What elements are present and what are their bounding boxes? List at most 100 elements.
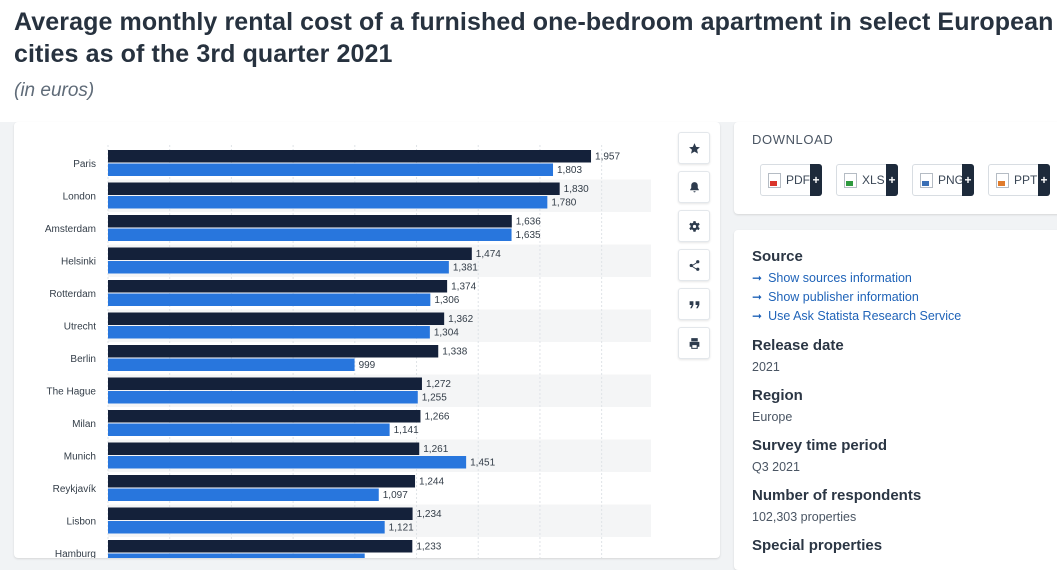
- download-ppt-button[interactable]: PPT +: [988, 164, 1050, 196]
- value-label: 1,381: [453, 263, 478, 274]
- plus-icon: +: [886, 164, 898, 196]
- release-date-value: 2021: [752, 360, 780, 374]
- value-label: 1,233: [416, 542, 441, 553]
- category-label: Paris: [73, 159, 96, 170]
- bar: [108, 163, 554, 176]
- bar: [108, 150, 592, 163]
- bar-chart: Paris 1,957 1,803 London 1,830 1,780 Amsterdam…: [45, 145, 651, 558]
- download-png-button[interactable]: PNG +: [912, 164, 974, 196]
- value-label: 1,957: [595, 152, 620, 163]
- value-label: 1,272: [426, 379, 451, 390]
- category-label: Berlin: [70, 354, 96, 365]
- bar: [108, 521, 385, 534]
- bar: [108, 507, 413, 520]
- value-label: 1,830: [564, 184, 589, 195]
- download-png-label: PNG: [938, 173, 965, 187]
- bar: [108, 196, 548, 209]
- statistic-info-panel: Source ➞ Show sources information ➞ Show p…: [734, 230, 1057, 570]
- show-sources-link[interactable]: ➞ Show sources information: [752, 271, 912, 285]
- page-subtitle: (in euros): [14, 80, 95, 101]
- category-label: Hamburg: [55, 549, 96, 558]
- bar: [108, 247, 472, 260]
- bar: [108, 475, 416, 488]
- region-value: Europe: [752, 410, 793, 424]
- share-button[interactable]: [678, 249, 710, 281]
- star-icon: [688, 142, 700, 154]
- category-label: Helsinki: [61, 256, 96, 267]
- respondents-value: 102,303 properties: [752, 510, 857, 524]
- value-label: 1,121: [389, 523, 414, 534]
- bar: [108, 410, 421, 423]
- bar: [108, 456, 467, 469]
- cite-button[interactable]: [678, 288, 710, 320]
- category-label: Rotterdam: [49, 289, 96, 300]
- quote-icon: [689, 300, 699, 308]
- bar: [108, 261, 449, 274]
- category-label: London: [63, 191, 96, 202]
- bar: [108, 423, 390, 436]
- special-properties-heading: Special properties: [752, 537, 883, 554]
- bar: [108, 358, 355, 371]
- bar: [108, 293, 431, 306]
- xls-file-icon: [844, 172, 857, 188]
- printer-icon: [689, 337, 699, 349]
- value-label: 1,261: [423, 444, 448, 455]
- pdf-file-icon: [768, 172, 781, 188]
- bar: [108, 312, 445, 325]
- value-label: 1,255: [422, 393, 447, 404]
- category-label: Munich: [64, 451, 96, 462]
- bar: [108, 540, 413, 553]
- download-pdf-button[interactable]: PDF +: [760, 164, 822, 196]
- bar: [108, 326, 430, 339]
- bar: [108, 488, 379, 501]
- category-label: Lisbon: [67, 516, 96, 527]
- bar: [108, 442, 420, 455]
- bell-icon: [689, 181, 699, 192]
- download-xls-button[interactable]: XLS +: [836, 164, 898, 196]
- download-xls-label: XLS: [862, 173, 885, 187]
- gear-icon: [688, 220, 700, 232]
- value-label: 1,474: [476, 249, 501, 260]
- value-label: 1,266: [424, 412, 449, 423]
- value-label: 1,803: [557, 165, 582, 176]
- arrow-right-icon: ➞: [752, 271, 763, 285]
- category-label: Amsterdam: [45, 224, 96, 235]
- notification-button[interactable]: [678, 171, 710, 203]
- value-label: 1,780: [551, 198, 576, 209]
- bar: [108, 345, 439, 358]
- chart-card: Paris 1,957 1,803 London 1,830 1,780 Amsterdam…: [14, 122, 720, 558]
- release-date-heading: Release date: [752, 337, 844, 354]
- value-label: 1,304: [434, 328, 459, 339]
- category-label: Utrecht: [64, 321, 96, 332]
- value-label: 1,374: [451, 282, 476, 293]
- respondents-heading: Number of respondents: [752, 487, 922, 504]
- value-label: 1,362: [448, 314, 473, 325]
- ppt-file-icon: [996, 172, 1009, 188]
- favorite-button[interactable]: [678, 132, 710, 164]
- bar: [108, 182, 560, 195]
- share-icon: [689, 259, 699, 271]
- plus-icon: +: [1038, 164, 1050, 196]
- bar: [108, 377, 422, 390]
- bar: [108, 280, 448, 293]
- download-pdf-label: PDF: [786, 173, 810, 187]
- download-panel: DOWNLOAD PDF + XLS + PNG + PPT +: [734, 122, 1057, 214]
- value-label: 1,306: [434, 295, 459, 306]
- bar: [108, 391, 418, 404]
- value-label: 1,141: [394, 425, 419, 436]
- survey-period-value: Q3 2021: [752, 460, 800, 474]
- value-label: 1,338: [442, 347, 467, 358]
- png-file-icon: [920, 172, 933, 188]
- bar: [108, 553, 365, 558]
- show-publisher-link[interactable]: ➞ Show publisher information: [752, 290, 919, 304]
- arrow-right-icon: ➞: [752, 309, 763, 323]
- settings-button[interactable]: [678, 210, 710, 242]
- source-heading: Source: [752, 248, 803, 265]
- survey-period-heading: Survey time period: [752, 437, 888, 454]
- plus-icon: +: [962, 164, 974, 196]
- ask-statista-link[interactable]: ➞ Use Ask Statista Research Service: [752, 309, 962, 323]
- download-ppt-label: PPT: [1014, 173, 1038, 187]
- print-button[interactable]: [678, 327, 710, 359]
- download-label: DOWNLOAD: [752, 132, 834, 147]
- header: Average monthly rental cost of a furnish…: [0, 0, 1057, 122]
